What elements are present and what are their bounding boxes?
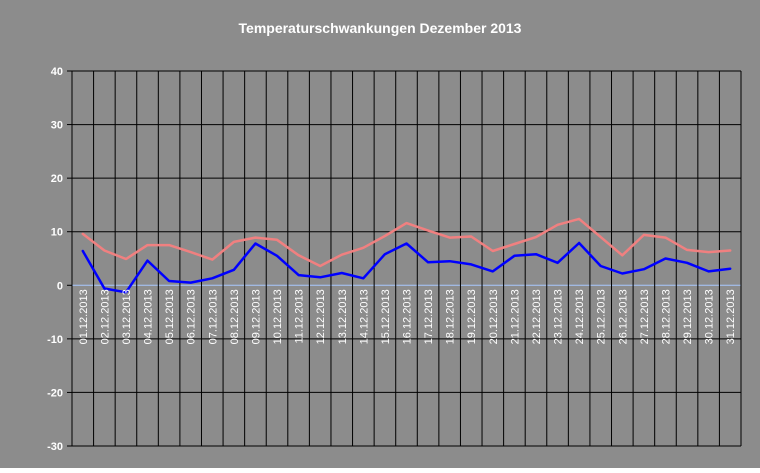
x-tick-label: 23.12.2013	[553, 289, 565, 344]
x-tick-label: 04.12.2013	[143, 289, 155, 344]
y-tick-label: -20	[47, 387, 63, 399]
x-tick-label: 24.12.2013	[574, 289, 586, 344]
x-tick-label: 11.12.2013	[294, 289, 306, 343]
x-tick-label: 14.12.2013	[358, 289, 370, 344]
x-tick-label: 03.12.2013	[121, 289, 133, 344]
y-tick-label: 10	[51, 227, 63, 239]
x-tick-label: 06.12.2013	[186, 289, 198, 344]
y-tick-label: 20	[51, 173, 63, 185]
x-tick-label: 20.12.2013	[488, 289, 500, 344]
y-tick-label: 0	[57, 280, 63, 292]
x-tick-label: 21.12.2013	[509, 289, 521, 344]
chart-title: Temperaturschwankungen Dezember 2013	[239, 20, 522, 36]
x-tick-label: 26.12.2013	[617, 289, 629, 344]
x-tick-label: 12.12.2013	[315, 289, 327, 344]
y-tick-label: 40	[51, 66, 63, 78]
axes	[67, 70, 741, 447]
x-tick-label: 10.12.2013	[272, 289, 284, 344]
x-tick-label: 28.12.2013	[660, 289, 672, 344]
x-tick-label: 18.12.2013	[445, 289, 457, 344]
series-line-1	[81, 217, 732, 268]
x-tick-label: 13.12.2013	[337, 289, 349, 344]
x-tick-label: 09.12.2013	[250, 289, 262, 344]
x-tick-label: 08.12.2013	[229, 289, 241, 344]
x-tick-label: 16.12.2013	[402, 289, 414, 344]
x-tick-label: 30.12.2013	[704, 289, 716, 344]
x-tick-label: 05.12.2013	[164, 289, 176, 344]
x-tick-label: 25.12.2013	[596, 289, 608, 344]
x-tick-label: 27.12.2013	[639, 289, 651, 344]
x-tick-label: 22.12.2013	[531, 289, 543, 344]
x-tick-label: 29.12.2013	[682, 289, 694, 344]
y-tick-labels: 40 30 20 10 0 -10 -20 -30	[47, 66, 63, 453]
x-tick-label: 07.12.2013	[207, 289, 219, 344]
x-tick-label: 02.12.2013	[99, 289, 111, 344]
x-tick-label: 15.12.2013	[380, 289, 392, 344]
y-tick-label: -10	[47, 334, 63, 346]
x-tick-label: 17.12.2013	[423, 289, 435, 344]
x-tick-labels: 01.12.2013 02.12.2013 03.12.2013 04.12.2013…	[78, 289, 737, 344]
series-line-2	[81, 241, 732, 294]
x-tick-label: 01.12.2013	[78, 289, 90, 344]
y-tick-label: -30	[47, 441, 63, 453]
x-tick-label: 31.12.2013	[725, 289, 737, 344]
x-tick-label: 19.12.2013	[466, 289, 478, 344]
y-tick-label: 30	[51, 120, 63, 132]
series	[81, 217, 732, 294]
